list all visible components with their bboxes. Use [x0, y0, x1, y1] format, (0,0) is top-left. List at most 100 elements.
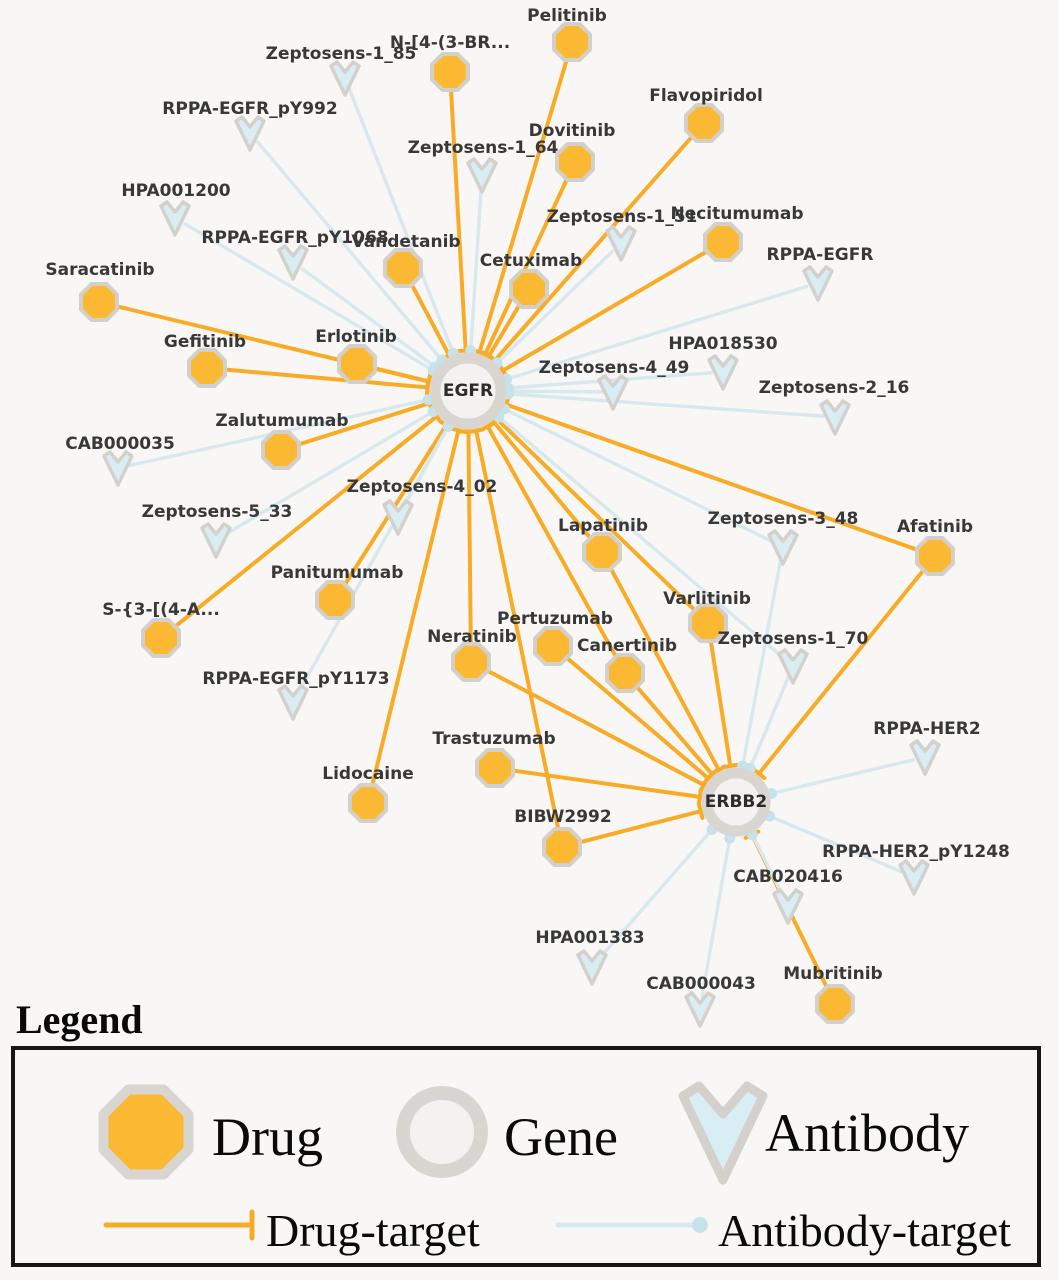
- drug-target-edge-pelitinib-egfr: [477, 59, 569, 355]
- antibody-target-edge-zeptosens-3_48-egfr: [502, 407, 774, 544]
- drug-node-vandetanib: [383, 248, 423, 288]
- antibody-target-edge-rppa-egfr_py992-egfr: [255, 140, 444, 362]
- antibody-node-rppa-egfr_py1068: [277, 244, 309, 281]
- antibody-target-edge-cab020416-erbb2: [750, 832, 785, 898]
- drug-target-tee-pertuzumab: [701, 770, 715, 786]
- antibody-node-zeptosens-1_64: [466, 157, 498, 194]
- antibody-node-zeptosens-1_70: [777, 648, 809, 685]
- drug-target-tee-afatinib: [751, 767, 767, 781]
- drug-target-tee-canertinib: [479, 420, 496, 432]
- antibody-label-zeptosens-1_64: Zeptosens-1_64: [408, 138, 559, 158]
- drug-legend-icon: [98, 1084, 194, 1180]
- antibody-node-hpa001200: [159, 200, 191, 237]
- drug-node-lapatinib: [582, 532, 622, 572]
- drug-node-cetuximab: [509, 269, 549, 309]
- antibody-node-rppa-egfr_py1173: [277, 684, 309, 721]
- drug-node-afatinib: [915, 536, 955, 576]
- antibody-target-edge-rppa-egfr-egfr: [504, 284, 809, 381]
- antibody-node-zeptosens-4_49: [597, 374, 629, 411]
- antibody-target-edge-rppa-egfr_py1173-egfr: [297, 424, 450, 694]
- drug-label-trastuzumab: Trastuzumab: [432, 729, 555, 749]
- legend-title: Legend: [16, 997, 143, 1042]
- drug-legend-label: Drug: [212, 1107, 323, 1167]
- drug-node-panitumumab: [315, 580, 355, 620]
- drug-node-necitumumab: [703, 222, 743, 262]
- drug-label-n-4-3-br: N-[4-(3-BR...: [390, 33, 510, 53]
- drug-node-pelitinib: [552, 22, 592, 62]
- antibody-target-legend-label: Antibody-target: [718, 1205, 1011, 1256]
- drug-target-edge-bibw2992-erbb2: [579, 809, 703, 844]
- drug-label-canertinib: Canertinib: [577, 636, 677, 656]
- edges-layer: [116, 59, 925, 999]
- drug-label-gefitinib: Gefitinib: [164, 332, 246, 352]
- drug-node-bibw2992: [542, 827, 582, 867]
- antibody-label-zeptosens-2_16: Zeptosens-2_16: [759, 378, 910, 398]
- antibody-target-edge-rppa-her2_py1248-erbb2: [767, 814, 905, 875]
- antibody-target-edge-cab000043-erbb2: [700, 836, 732, 999]
- drug-label-saracatinib: Saracatinib: [45, 260, 154, 280]
- drug-label-mubritinib: Mubritinib: [783, 964, 882, 984]
- antibody-node-zeptosens-1_51: [605, 225, 637, 262]
- antibody-target-edge-hpa001383-erbb2: [598, 827, 714, 960]
- drug-target-edge-lidocaine-egfr: [370, 428, 461, 786]
- antibody-node-zeptosens-4_02: [382, 499, 414, 536]
- antibody-label-rppa-egfr_py1068: RPPA-EGFR_pY1068: [201, 228, 388, 248]
- antibody-target-edge-zeptosens-1_51-egfr: [495, 249, 615, 365]
- drug-target-edge-trastuzumab-erbb2: [512, 768, 702, 799]
- drug-target-edge-varlitinib-egfr: [495, 417, 696, 612]
- drug-target-edge-gefitinib-egfr: [224, 367, 430, 390]
- drug-node-pertuzumab: [533, 626, 573, 666]
- antibody-label-rppa-her2_py1248: RPPA-HER2_pY1248: [822, 842, 1010, 862]
- drug-label-neratinib: Neratinib: [427, 627, 517, 647]
- antibody-legend-label: Antibody: [765, 1103, 970, 1163]
- antibody-node-zeptosens-1_85: [329, 60, 361, 97]
- drug-node-varlitinib: [688, 603, 728, 643]
- antibody-node-hpa018530: [707, 354, 739, 391]
- drug-label-afatinib: Afatinib: [897, 517, 973, 537]
- drug-target-edge-bibw2992-egfr: [474, 428, 560, 830]
- drug-node-flavopiridol: [684, 103, 724, 143]
- antibody-label-rppa-her2: RPPA-HER2: [873, 719, 980, 739]
- drug-label-pelitinib: Pelitinib: [527, 6, 607, 26]
- drug-target-edge-canertinib-erbb2: [636, 686, 715, 777]
- drug-target-edge-dovitinib-egfr: [483, 178, 569, 357]
- antibody-label-zeptosens-5_33: Zeptosens-5_33: [142, 502, 293, 522]
- antibody-target-edge-zeptosens-4_49-egfr: [506, 389, 603, 394]
- drug-label-dovitinib: Dovitinib: [529, 121, 616, 141]
- antibody-legend-icon: [678, 1081, 768, 1185]
- legend-box: [11, 1046, 1041, 1267]
- antibody-label-hpa018530: HPA018530: [668, 334, 777, 354]
- antibody-node-hpa001383: [576, 949, 608, 986]
- antibody-label-zeptosens-1_85: Zeptosens-1_85: [266, 44, 417, 64]
- drug-target-tee-erlotinib: [424, 372, 433, 391]
- gene-label-egfr: EGFR: [443, 381, 493, 401]
- antibody-target-edge-rppa-egfr_py1068-egfr: [300, 267, 438, 369]
- drug-target-edge-panitumumab-egfr: [343, 423, 449, 586]
- drug-node-saracatinib: [79, 282, 119, 322]
- drug-label-cetuximab: Cetuximab: [480, 251, 582, 271]
- antibody-label-zeptosens-3_48: Zeptosens-3_48: [708, 509, 859, 529]
- drug-target-edge-zalutumumab-egfr: [298, 401, 432, 446]
- drug-target-edge-erlotinib-egfr: [374, 366, 431, 384]
- antibody-node-zeptosens-2_16: [819, 399, 851, 436]
- antibody-label-rppa-egfr_py992: RPPA-EGFR_pY992: [162, 99, 337, 119]
- antibody-target-edge-zeptosens-5_33-egfr: [224, 409, 435, 536]
- drug-target-edge-pertuzumab-erbb2: [566, 656, 711, 781]
- drug-label-bibw2992: BIBW2992: [514, 807, 611, 827]
- drug-target-edge-varlitinib-erbb2: [709, 640, 733, 768]
- drug-node-lidocaine: [348, 783, 388, 823]
- drug-label-erlotinib: Erlotinib: [315, 327, 397, 347]
- antibody-label-zeptosens-4_49: Zeptosens-4_49: [539, 358, 690, 378]
- antibody-node-cab000035: [102, 450, 134, 487]
- antibody-node-rppa-her2_py1248: [898, 859, 930, 896]
- drug-target-edge-lapatinib-erbb2: [609, 567, 721, 772]
- drug-target-legend-icon: [103, 1209, 255, 1241]
- drug-label-zalutumumab: Zalutumumab: [215, 411, 348, 431]
- drug-label-necitumumab: Necitumumab: [670, 204, 803, 224]
- antibody-node-rppa-egfr_py992: [234, 115, 266, 152]
- antibody-target-edge-zeptosens-1_85-egfr: [347, 87, 455, 356]
- drug-target-edge-neratinib-erbb2: [486, 669, 706, 787]
- drug-node-canertinib: [605, 653, 645, 693]
- nodes-layer: [79, 22, 955, 1028]
